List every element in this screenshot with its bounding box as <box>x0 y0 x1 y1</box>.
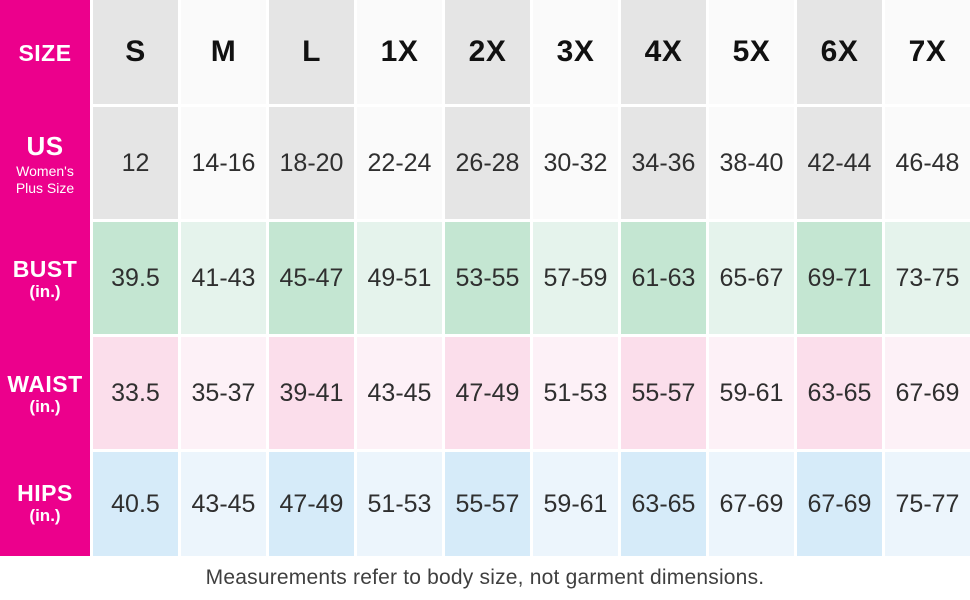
data-cell-hips: 55-57 <box>445 452 530 556</box>
data-cell-hips: 40.5 <box>93 452 178 556</box>
data-cell-bust: 39.5 <box>93 222 178 334</box>
data-cell-hips: 47-49 <box>269 452 354 556</box>
column-header-cell: 3X <box>533 0 618 104</box>
data-grid: S M L 1X 2X 3X 4X 5X 6X 7X 12 14-16 18-2… <box>93 0 970 556</box>
data-cell-us: 30-32 <box>533 107 618 219</box>
row-header-hips: HIPS (in.) <box>0 452 90 556</box>
data-cell-waist: 35-37 <box>181 337 266 449</box>
data-cell-us: 18-20 <box>269 107 354 219</box>
chart-caption: Measurements refer to body size, not gar… <box>205 566 765 589</box>
data-cell-us: 46-48 <box>885 107 970 219</box>
data-cell-waist: 55-57 <box>621 337 706 449</box>
data-cell-waist: 33.5 <box>93 337 178 449</box>
data-cell-hips: 75-77 <box>885 452 970 556</box>
data-cell-waist: 51-53 <box>533 337 618 449</box>
data-cell-bust: 53-55 <box>445 222 530 334</box>
row-header-waist-sublabel: (in.) <box>29 396 61 416</box>
column-header-cell: M <box>181 0 266 104</box>
data-cell-waist: 63-65 <box>797 337 882 449</box>
column-header-cell: 7X <box>885 0 970 104</box>
column-header-cell: 4X <box>621 0 706 104</box>
data-cell-us: 14-16 <box>181 107 266 219</box>
column-header-cell: 1X <box>357 0 442 104</box>
data-cell-hips: 59-61 <box>533 452 618 556</box>
data-cell-bust: 49-51 <box>357 222 442 334</box>
column-header-cell: 5X <box>709 0 794 104</box>
column-header-cell: L <box>269 0 354 104</box>
row-header-us-label: US <box>26 130 64 161</box>
row-header-size-label: SIZE <box>18 40 72 67</box>
data-cell-waist: 59-61 <box>709 337 794 449</box>
column-header-cell: 2X <box>445 0 530 104</box>
size-chart-table: SIZE US Women's Plus Size BUST (in.) WAI… <box>0 0 970 556</box>
data-cell-us: 26-28 <box>445 107 530 219</box>
data-cell-bust: 45-47 <box>269 222 354 334</box>
data-cell-bust: 57-59 <box>533 222 618 334</box>
row-header-hips-sublabel: (in.) <box>29 506 61 526</box>
data-cell-bust: 61-63 <box>621 222 706 334</box>
data-cell-waist: 39-41 <box>269 337 354 449</box>
row-header-bust: BUST (in.) <box>0 222 90 337</box>
data-cell-hips: 67-69 <box>797 452 882 556</box>
data-cell-us: 22-24 <box>357 107 442 219</box>
row-header-hips-label: HIPS <box>17 480 73 507</box>
data-cell-bust: 73-75 <box>885 222 970 334</box>
data-cell-hips: 51-53 <box>357 452 442 556</box>
row-header-waist: WAIST (in.) <box>0 337 90 452</box>
row-header-column: SIZE US Women's Plus Size BUST (in.) WAI… <box>0 0 90 556</box>
data-cell-us: 38-40 <box>709 107 794 219</box>
data-cell-bust: 65-67 <box>709 222 794 334</box>
data-cell-hips: 67-69 <box>709 452 794 556</box>
data-cell-waist: 43-45 <box>357 337 442 449</box>
row-header-bust-sublabel: (in.) <box>29 281 61 301</box>
row-header-us-sublabel: Women's Plus Size <box>15 162 75 196</box>
data-cell-bust: 41-43 <box>181 222 266 334</box>
row-header-bust-label: BUST <box>12 255 78 282</box>
row-header-us: US Women's Plus Size <box>0 107 90 222</box>
column-header-cell: S <box>93 0 178 104</box>
row-header-waist-label: WAIST <box>7 370 83 397</box>
data-cell-waist: 47-49 <box>445 337 530 449</box>
data-cell-bust: 69-71 <box>797 222 882 334</box>
data-cell-us: 12 <box>93 107 178 219</box>
row-header-size: SIZE <box>0 0 90 107</box>
data-cell-hips: 63-65 <box>621 452 706 556</box>
data-cell-hips: 43-45 <box>181 452 266 556</box>
data-cell-waist: 67-69 <box>885 337 970 449</box>
data-cell-us: 34-36 <box>621 107 706 219</box>
data-cell-us: 42-44 <box>797 107 882 219</box>
column-header-cell: 6X <box>797 0 882 104</box>
